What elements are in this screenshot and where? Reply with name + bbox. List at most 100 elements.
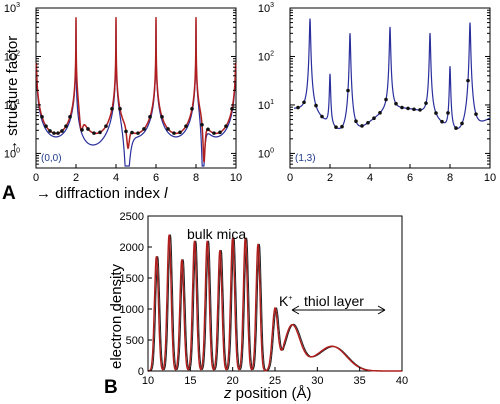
data-point	[320, 114, 324, 119]
data-point	[80, 128, 84, 132]
panel-letter-b: B	[104, 377, 118, 398]
annotation-k-sup: +	[288, 295, 292, 302]
data-point	[172, 131, 176, 135]
x-axis-label-b: z position (Å)	[223, 385, 312, 402]
x-tick-label: 4	[113, 172, 119, 184]
y-tick-label: 500	[126, 335, 144, 347]
x-tick-label: 10	[484, 172, 496, 184]
data-point	[40, 115, 44, 119]
data-point	[190, 107, 194, 111]
y-axis-label-a: → structure factor	[4, 36, 21, 155]
data-point	[296, 105, 300, 110]
data-point	[334, 125, 338, 129]
fit-curve-red	[35, 17, 237, 163]
y-tick-label: 102	[4, 50, 20, 63]
panel-tag-00: (0,0)	[41, 153, 62, 164]
data-point	[48, 129, 52, 133]
y-tick-label: 2500	[120, 211, 144, 223]
data-point	[424, 101, 428, 105]
y-tick-label: 0	[138, 366, 144, 378]
data-point	[474, 112, 478, 116]
y-tick-label: 102	[258, 50, 274, 63]
data-point	[218, 130, 222, 135]
data-point	[86, 127, 90, 131]
data-point	[160, 115, 164, 119]
plot-b: 10 15 20 25 30 35 40 0 500 1000 1500 2000 2500 bulk…	[120, 211, 409, 387]
data-point	[354, 119, 358, 124]
data-point	[394, 101, 398, 106]
panel-letter-a: A	[2, 183, 16, 204]
data-point	[44, 124, 48, 128]
data-point	[360, 124, 364, 128]
x-tick-label: 10	[230, 172, 242, 184]
data-point	[378, 111, 382, 115]
data-point	[124, 129, 128, 134]
annotation-bulk-mica: bulk mica	[187, 226, 246, 242]
panel-tag-13: (1,3)	[295, 153, 316, 164]
data-point	[366, 120, 370, 125]
x-tick-label: 2	[327, 172, 333, 184]
x-tick-label: 30	[311, 375, 323, 387]
annotation-thiol-layer: thiol layer	[304, 293, 364, 309]
data-point	[314, 103, 318, 108]
data-point	[406, 106, 410, 111]
data-point	[56, 131, 60, 135]
x-axis-var: l	[164, 185, 168, 202]
x-axis-var-b: z	[223, 385, 232, 402]
data-point	[346, 88, 350, 93]
data-point	[142, 127, 146, 131]
data-point	[372, 116, 376, 121]
data-point	[446, 111, 450, 115]
x-tick-label: 6	[407, 172, 413, 184]
plot-a-left: 0 2 4 6 8 10 100 101 102 103 (0,0)	[4, 2, 242, 184]
x-tick-label: 25	[269, 375, 281, 387]
data-point	[184, 124, 188, 128]
y-tick-label: 103	[258, 2, 274, 15]
fit-curve-blue	[35, 20, 237, 167]
data-point	[340, 124, 344, 129]
x-tick-label: 4	[367, 172, 373, 184]
y-tick-label: 103	[4, 2, 20, 15]
x-tick-label: 8	[193, 172, 199, 184]
plot-frame	[289, 7, 491, 169]
data-point	[400, 105, 404, 110]
x-tick-label: 35	[354, 375, 366, 387]
data-point	[68, 115, 72, 119]
annotation-k: K	[279, 293, 289, 309]
x-tick-label: 0	[33, 172, 39, 184]
data-point	[166, 127, 170, 131]
data-point	[148, 115, 152, 119]
plot-a-right: 0 2 4 6 8 10 100 101 102 103 (1,3)	[258, 2, 496, 184]
plot-frame	[35, 7, 237, 169]
data-point	[64, 124, 68, 128]
x-axis-label-a: → diffraction index l	[36, 185, 168, 202]
data-point	[224, 124, 228, 128]
y-axis-label-b: electron density	[108, 263, 125, 369]
annotation-k-plus: K+	[279, 293, 292, 309]
data-point	[206, 127, 210, 132]
data-point	[212, 131, 216, 135]
y-tick-label: 1000	[120, 304, 144, 316]
y-tick-label: 101	[258, 99, 274, 112]
thiol-arrow-right-head	[377, 305, 386, 315]
data-point	[118, 107, 122, 111]
data-point	[92, 131, 96, 135]
data-point	[136, 131, 140, 135]
data-point	[230, 107, 234, 111]
x-tick-label: 15	[184, 375, 196, 387]
data-point	[302, 100, 306, 105]
data-point	[130, 130, 134, 135]
data-point	[418, 108, 422, 112]
data-point	[110, 107, 114, 111]
y-tick-label: 2000	[120, 242, 144, 254]
x-tick-label: 40	[396, 375, 408, 387]
x-tick-label: 6	[153, 172, 159, 184]
x-tick-label: 10	[142, 375, 154, 387]
data-point	[98, 130, 102, 135]
data-point	[178, 130, 182, 135]
data-point	[104, 124, 108, 128]
data-point	[454, 126, 458, 130]
data-point	[412, 107, 416, 112]
x-tick-label: 20	[227, 375, 239, 387]
